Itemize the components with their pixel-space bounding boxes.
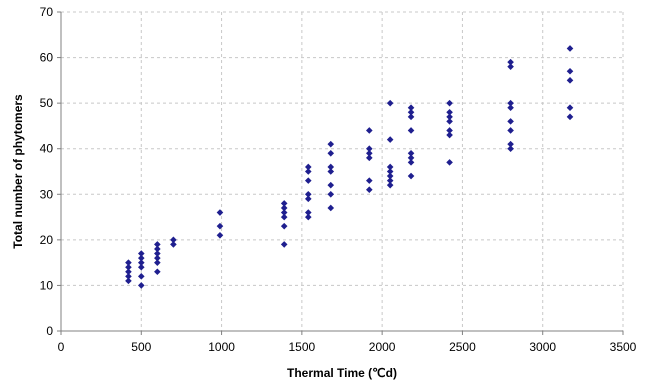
data-point: [154, 268, 161, 275]
data-point: [217, 223, 224, 230]
x-axis-title: Thermal Time (℃d): [287, 366, 397, 380]
y-tick-label: 10: [40, 278, 54, 292]
x-tick-label: 3000: [529, 340, 556, 354]
data-point: [567, 77, 574, 84]
data-point: [281, 200, 288, 207]
y-tick-label: 70: [40, 5, 54, 19]
data-point: [305, 164, 312, 171]
x-tick-label: 500: [131, 340, 151, 354]
x-tick-label: 3500: [610, 340, 637, 354]
y-tick-label: 50: [40, 96, 54, 110]
data-point: [327, 150, 334, 157]
data-point: [305, 191, 312, 198]
y-tick-label: 30: [40, 187, 54, 201]
data-point: [366, 177, 373, 184]
grid-lines: [61, 12, 623, 331]
x-tick-label: 1500: [289, 340, 316, 354]
y-tick-label: 20: [40, 233, 54, 247]
data-point: [305, 177, 312, 184]
y-tick-label: 0: [46, 324, 53, 338]
data-point: [446, 100, 453, 107]
data-point: [138, 250, 145, 257]
y-tick-label: 40: [40, 142, 54, 156]
data-point: [281, 241, 288, 248]
data-point: [567, 114, 574, 121]
data-point: [567, 104, 574, 111]
data-point: [446, 109, 453, 116]
data-point: [366, 127, 373, 134]
data-point: [281, 223, 288, 230]
data-point: [305, 209, 312, 216]
data-point: [408, 127, 415, 134]
y-tick-label: 60: [40, 51, 54, 65]
data-point: [507, 100, 514, 107]
data-point: [408, 173, 415, 180]
x-tick-label: 2500: [449, 340, 476, 354]
x-tick-label: 1000: [208, 340, 235, 354]
y-axis-title: Total number of phytomers: [11, 94, 25, 249]
data-point: [327, 191, 334, 198]
data-point: [408, 150, 415, 157]
data-point: [366, 145, 373, 152]
data-point: [507, 118, 514, 125]
data-points: [125, 45, 573, 289]
data-point: [138, 282, 145, 289]
data-point: [170, 237, 177, 244]
data-point: [387, 136, 394, 143]
data-point: [366, 186, 373, 193]
data-point: [507, 59, 514, 66]
data-point: [217, 232, 224, 239]
x-tick-label: 0: [58, 340, 65, 354]
data-point: [567, 68, 574, 75]
data-point: [125, 259, 132, 266]
data-point: [138, 273, 145, 280]
data-point: [217, 209, 224, 216]
data-point: [327, 141, 334, 148]
data-point: [154, 241, 161, 248]
data-point: [327, 182, 334, 189]
data-point: [327, 205, 334, 212]
data-point: [507, 127, 514, 134]
data-point: [387, 100, 394, 107]
data-point: [507, 141, 514, 148]
x-tick-label: 2000: [369, 340, 396, 354]
data-point: [446, 159, 453, 166]
data-point: [408, 104, 415, 111]
data-point: [567, 45, 574, 52]
data-point: [327, 164, 334, 171]
data-point: [387, 164, 394, 171]
data-point: [446, 127, 453, 134]
